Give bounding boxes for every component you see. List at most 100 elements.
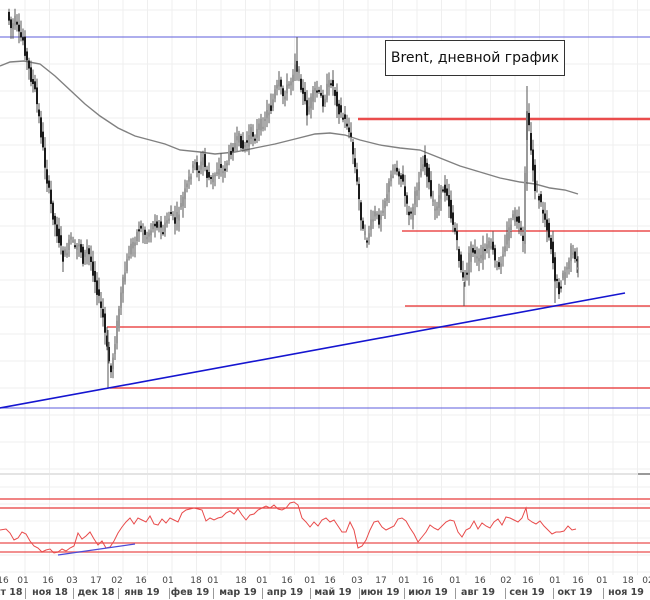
x-tick-month: фев 19	[170, 587, 210, 598]
candle-body	[480, 254, 482, 259]
candle-body	[196, 162, 198, 171]
candle-body	[190, 176, 192, 180]
candle-body	[364, 231, 366, 235]
candle-body	[72, 240, 74, 243]
candle-body	[426, 162, 428, 177]
candle-body	[106, 335, 108, 347]
candle-body	[132, 241, 134, 249]
candle-body	[488, 241, 490, 248]
candle-body	[320, 92, 322, 96]
candle-body	[418, 181, 420, 191]
x-tick-month: мар 19	[219, 587, 257, 598]
candle-body	[526, 111, 528, 182]
candle-body	[496, 263, 498, 267]
candle-body	[104, 313, 106, 333]
x-tick-day: 16	[522, 576, 534, 586]
candle-body	[236, 136, 238, 141]
candle-body	[22, 37, 24, 41]
candle-body	[366, 240, 368, 243]
candle-body	[550, 237, 552, 250]
x-tick-month: авг 19	[461, 587, 495, 598]
candle-body	[458, 249, 460, 262]
candle-body	[474, 250, 476, 254]
candle-body	[48, 180, 50, 188]
candlesticks	[8, 8, 579, 388]
candle-body	[198, 170, 200, 173]
candle-body	[388, 181, 390, 193]
x-tick-month: сен 19	[509, 587, 545, 598]
candle-body	[354, 158, 356, 168]
candle-body	[346, 123, 348, 127]
candle-body	[100, 301, 102, 308]
candle-body	[278, 80, 280, 87]
candle-body	[220, 164, 222, 168]
candle-body	[210, 176, 212, 179]
candle-body	[396, 167, 398, 172]
x-tick-day: 17	[375, 576, 387, 586]
candle-body	[28, 60, 30, 69]
x-tick-month: янв 19	[124, 587, 160, 598]
candle-body	[228, 151, 230, 161]
candle-body	[466, 272, 468, 275]
month-separator	[603, 588, 604, 599]
candle-body	[546, 219, 548, 231]
candle-body	[272, 99, 274, 108]
candle-body	[194, 162, 196, 165]
candle-body	[326, 83, 328, 100]
candle-body	[102, 309, 104, 318]
candle-body	[394, 168, 396, 172]
candle-body	[350, 132, 352, 137]
candle-body	[568, 260, 570, 270]
candle-body	[186, 183, 188, 188]
candle-body	[404, 186, 406, 196]
x-tick-day: 17	[90, 576, 102, 586]
candle-body	[510, 224, 512, 231]
candle-body	[570, 245, 572, 262]
candle-body	[398, 171, 400, 177]
x-tick-day: 01	[596, 576, 608, 586]
candle-body	[402, 174, 404, 182]
x-tick-month: дек 18	[77, 587, 115, 598]
x-axis-month-labels: окт 18 ноя 18 дек 18 янв 19 фев 19 мар 19 апр …	[0, 587, 650, 600]
month-separator	[25, 588, 26, 599]
candle-body	[42, 131, 44, 148]
candle-body	[34, 81, 36, 90]
x-tick-day: 01	[398, 576, 410, 586]
candle-body	[40, 117, 42, 138]
x-tick-day: 01	[256, 576, 268, 586]
candle-body	[14, 15, 16, 26]
candle-body	[530, 132, 532, 151]
candle-body	[252, 132, 254, 137]
candle-body	[292, 74, 294, 83]
candle-body	[120, 292, 122, 308]
candle-body	[304, 91, 306, 102]
x-tick-day: 16	[0, 576, 9, 586]
candle-body	[420, 169, 422, 176]
candle-body	[226, 163, 228, 166]
moving-average	[0, 60, 579, 195]
candle-body	[84, 252, 86, 257]
candle-body	[324, 98, 326, 104]
candle-body	[432, 199, 434, 202]
candle-body	[482, 246, 484, 261]
x-tick-day: 03	[66, 576, 78, 586]
candle-body	[416, 190, 418, 196]
candle-body	[554, 257, 556, 282]
x-tick-month: июл 19	[408, 587, 448, 598]
candle-body	[384, 200, 386, 209]
candle-body	[288, 83, 290, 86]
candle-body	[234, 142, 236, 149]
candle-body	[214, 174, 216, 177]
candle-body	[342, 117, 344, 120]
candle-body	[126, 259, 128, 272]
month-separator	[404, 588, 405, 599]
candle-body	[192, 164, 194, 168]
x-tick-month: апр 19	[266, 587, 304, 598]
x-tick-day: 16	[135, 576, 147, 586]
candle-body	[577, 267, 579, 270]
candle-body	[536, 189, 538, 192]
candle-body	[254, 138, 256, 141]
candle-body	[460, 254, 462, 270]
candle-body	[232, 147, 234, 152]
